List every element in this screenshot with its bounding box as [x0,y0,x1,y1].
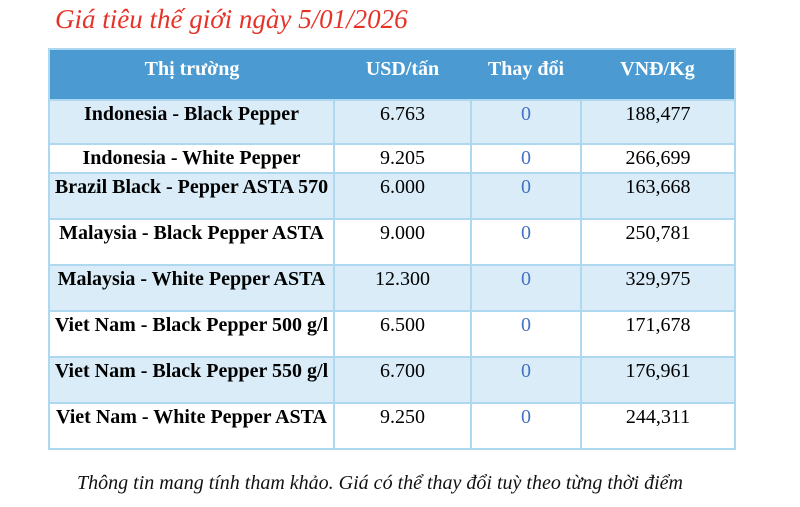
market-cell: Viet Nam - Black Pepper 550 g/l [48,356,335,404]
usd-cell: 6.700 [333,356,472,404]
table-row: Malaysia - White Pepper ASTA 12.300 0 32… [48,264,736,312]
vnd-cell: 329,975 [580,264,736,312]
table-row: Malaysia - Black Pepper ASTA 9.000 0 250… [48,218,736,266]
vnd-cell: 176,961 [580,356,736,404]
market-cell: Brazil Black - Pepper ASTA 570 [48,172,335,220]
vnd-cell: 244,311 [580,402,736,450]
usd-cell: 6.000 [333,172,472,220]
pepper-price-table: Thị trường USD/tấn Thay đổi VNĐ/Kg Indon… [48,48,736,450]
vnd-cell: 266,699 [580,143,736,174]
table-row: Viet Nam - Black Pepper 550 g/l 6.700 0 … [48,356,736,404]
table-row: Viet Nam - Black Pepper 500 g/l 6.500 0 … [48,310,736,358]
market-cell: Malaysia - White Pepper ASTA [48,264,335,312]
market-cell: Viet Nam - White Pepper ASTA [48,402,335,450]
change-cell: 0 [470,264,582,312]
change-cell: 0 [470,218,582,266]
change-cell: 0 [470,143,582,174]
footer-note: Thông tin mang tính tham khảo. Giá có th… [77,472,683,494]
usd-cell: 6.763 [333,99,472,145]
table-header: Thị trường USD/tấn Thay đổi VNĐ/Kg [49,49,735,100]
table-row: Indonesia - White Pepper 9.205 0 266,699 [48,143,736,174]
col-header-market: Thị trường [49,49,334,100]
market-cell: Viet Nam - Black Pepper 500 g/l [48,310,335,358]
change-cell: 0 [470,172,582,220]
change-cell: 0 [470,310,582,358]
table-body: Indonesia - Black Pepper 6.763 0 188,477… [48,99,736,450]
col-header-usd: USD/tấn [334,49,471,100]
table-row: Brazil Black - Pepper ASTA 570 6.000 0 1… [48,172,736,220]
vnd-cell: 188,477 [580,99,736,145]
usd-cell: 12.300 [333,264,472,312]
market-cell: Indonesia - Black Pepper [48,99,335,145]
change-cell: 0 [470,402,582,450]
vnd-cell: 250,781 [580,218,736,266]
vnd-cell: 163,668 [580,172,736,220]
usd-cell: 9.000 [333,218,472,266]
usd-cell: 9.205 [333,143,472,174]
header-row: Thị trường USD/tấn Thay đổi VNĐ/Kg [49,49,735,100]
usd-cell: 6.500 [333,310,472,358]
change-cell: 0 [470,356,582,404]
change-cell: 0 [470,99,582,145]
usd-cell: 9.250 [333,402,472,450]
table-row: Indonesia - Black Pepper 6.763 0 188,477 [48,99,736,145]
col-header-vnd: VNĐ/Kg [581,49,735,100]
table-row: Viet Nam - White Pepper ASTA 9.250 0 244… [48,402,736,450]
page-title: Giá tiêu thế giới ngày 5/01/2026 [55,4,408,34]
vnd-cell: 171,678 [580,310,736,358]
market-cell: Indonesia - White Pepper [48,143,335,174]
col-header-change: Thay đổi [471,49,581,100]
market-cell: Malaysia - Black Pepper ASTA [48,218,335,266]
